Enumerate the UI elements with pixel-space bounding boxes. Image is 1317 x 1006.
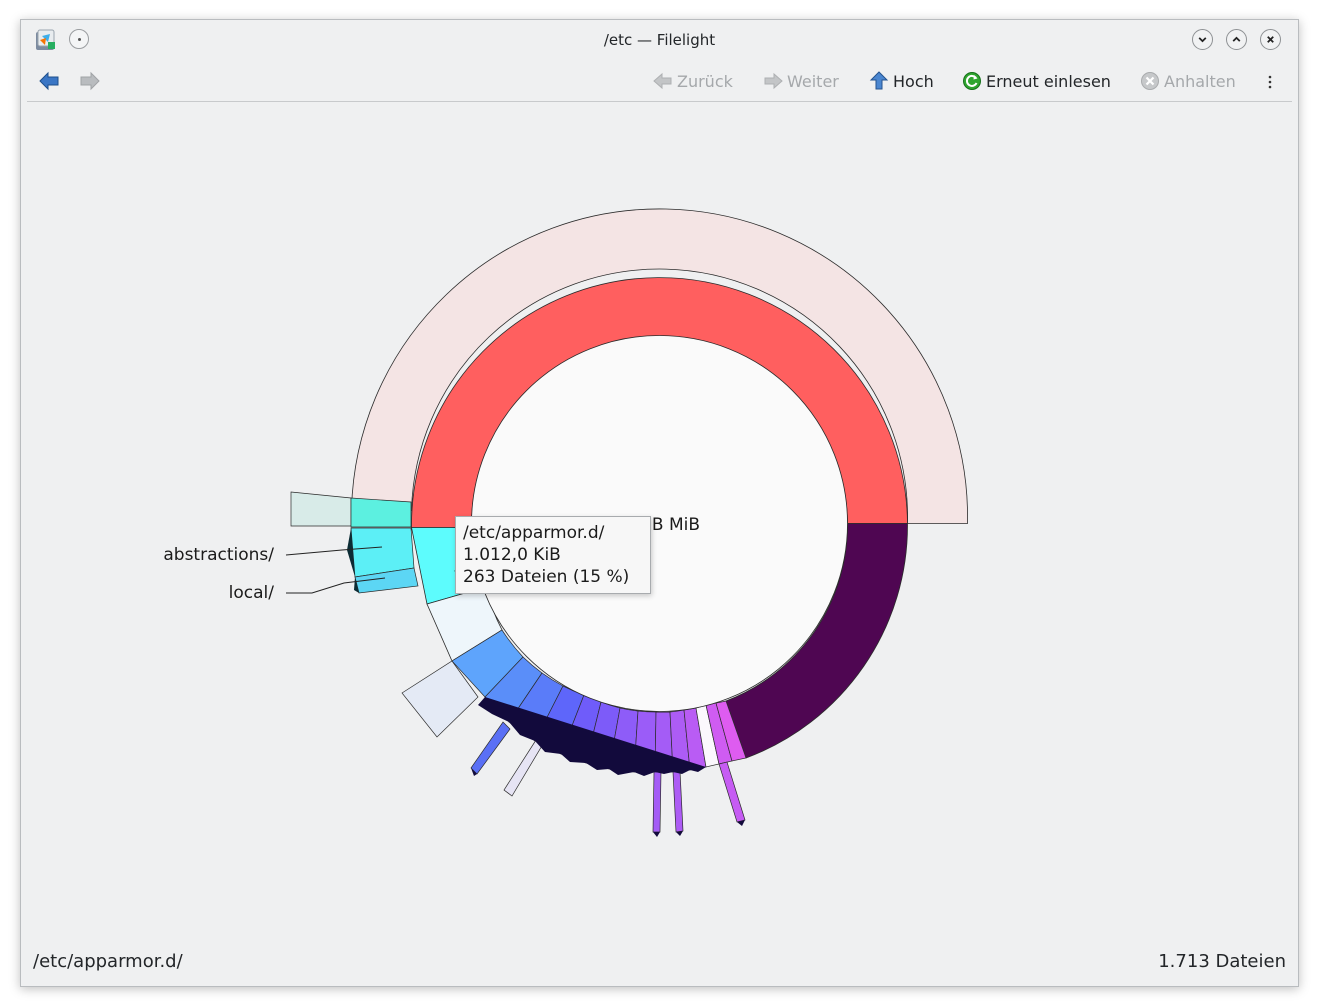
chevron-down-icon — [1198, 37, 1207, 43]
spike-magenta[interactable] — [718, 761, 746, 823]
tooltip-size: 1.012,0 KiB — [463, 545, 561, 565]
segment-shadow — [478, 697, 706, 776]
label-abstractions-line — [285, 546, 383, 556]
close-button[interactable] — [1260, 29, 1281, 50]
window-title: /etc — Filelight — [603, 31, 716, 49]
back-label: Zurück — [677, 71, 733, 91]
forward-label: Weiter — [787, 71, 839, 91]
pin-button[interactable] — [69, 29, 89, 49]
spike-shadow-1 — [471, 768, 477, 776]
segment-apparmor-outer[interactable] — [350, 497, 412, 528]
spike-shadow-3 — [676, 831, 683, 836]
spike-shadow-5 — [354, 577, 359, 593]
chevron-up-icon — [1232, 36, 1241, 42]
nav-forward-button[interactable] — [79, 70, 101, 92]
status-file-count: 1.713 Dateien — [1158, 951, 1286, 972]
spike-shadow-2 — [653, 832, 660, 837]
menu-button[interactable] — [1268, 74, 1272, 94]
status-path: /etc/apparmor.d/ — [33, 951, 183, 972]
segment-dark-edge — [347, 528, 355, 577]
stop-button[interactable]: Anhalten — [1140, 69, 1236, 93]
spike-light[interactable] — [503, 739, 544, 797]
segment-apparmor-outer-top[interactable] — [290, 491, 352, 527]
filelight-app-icon[interactable] — [34, 28, 58, 52]
rescan-label: Erneut einlesen — [986, 71, 1111, 91]
refresh-icon — [963, 72, 981, 90]
arrow-right-icon — [80, 71, 100, 91]
kebab-menu-icon — [1268, 75, 1272, 89]
arrow-left-icon — [39, 71, 59, 91]
nav-back-button[interactable] — [38, 70, 60, 92]
spike-violet-b[interactable] — [672, 770, 684, 833]
maximize-button[interactable] — [1226, 29, 1247, 50]
toolbar-separator — [27, 101, 1292, 102]
up-button[interactable]: Hoch — [869, 69, 934, 93]
back-button[interactable]: Zurück — [653, 69, 733, 93]
label-local: local/ — [229, 583, 275, 603]
spike-blue[interactable] — [470, 721, 511, 775]
tooltip-files: 263 Dateien (15 %) — [463, 567, 630, 587]
label-local-line — [286, 577, 386, 594]
spike-violet-a[interactable] — [652, 771, 662, 833]
close-icon — [1267, 36, 1274, 43]
label-abstractions: abstractions/ — [163, 545, 274, 565]
up-label: Hoch — [893, 71, 934, 91]
main-toolbar: Zurück Weiter Hoch Erneut einlesen Anhal… — [21, 60, 1298, 102]
arrow-up-icon — [869, 71, 889, 90]
rescan-button[interactable]: Erneut einlesen — [962, 69, 1111, 93]
forward-button[interactable]: Weiter — [763, 69, 839, 93]
segment-etc-outer[interactable] — [351, 208, 968, 524]
tooltip: /etc/apparmor.d/ 1.012,0 KiB 263 Dateien… — [455, 516, 651, 594]
center-size-text: B MiB — [652, 515, 700, 535]
title-bar[interactable]: /etc — Filelight — [21, 20, 1298, 60]
arrow-left-icon — [653, 72, 672, 90]
minimize-button[interactable] — [1192, 29, 1213, 50]
stop-label: Anhalten — [1164, 71, 1236, 91]
stop-icon — [1141, 72, 1159, 90]
arrow-right-icon — [764, 72, 783, 90]
segment-light-outer[interactable] — [401, 660, 479, 738]
spike-shadow-4 — [737, 820, 745, 826]
tooltip-path: /etc/apparmor.d/ — [463, 523, 605, 543]
